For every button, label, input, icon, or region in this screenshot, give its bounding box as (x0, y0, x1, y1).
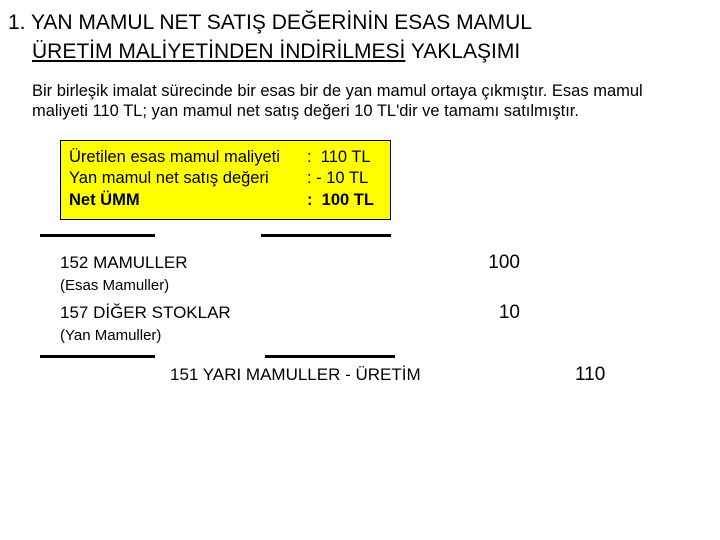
account-151: 151 YARI MAMULLER - ÜRETİM (170, 365, 575, 385)
calculation-box: Üretilen esas mamul maliyeti : 110 TL Ya… (60, 140, 391, 220)
account-157: 157 DİĞER STOKLAR (Yan Mamuller) (60, 302, 450, 345)
divider-rule (261, 234, 391, 237)
divider-rule (40, 355, 155, 358)
heading-rest: YAKLAŞIMI (405, 40, 520, 63)
heading-underlined: ÜRETİM MALİYETİNDEN İNDİRİLMESİ (32, 40, 405, 63)
calc-row: Yan mamul net satış değeri : - 10 TL (69, 168, 374, 189)
ledger-block: 152 MAMULLER (Esas Mamuller) 100 157 DİĞ… (0, 251, 720, 345)
amount-110: 110 (575, 364, 605, 386)
calc-label: Üretilen esas mamul maliyeti (69, 147, 307, 168)
intro-paragraph: Bir birleşik imalat sürecinde bir esas b… (0, 67, 720, 122)
amount-100: 100 (450, 251, 520, 275)
ledger-entry-2: 157 DİĞER STOKLAR (Yan Mamuller) 10 (60, 301, 720, 345)
heading-line-1: 1. YAN MAMUL NET SATIŞ DEĞERİNİN ESAS MA… (0, 8, 720, 37)
amount-10: 10 (450, 301, 520, 325)
divider-pair-2 (40, 355, 720, 358)
calc-row-net: Net ÜMM : 100 TL (69, 190, 374, 211)
account-sub: (Esas Mamuller) (60, 277, 169, 294)
ledger-entry-3: 151 YARI MAMULLER - ÜRETİM 110 (0, 364, 720, 386)
ledger-entry-1: 152 MAMULLER (Esas Mamuller) 100 (60, 251, 720, 295)
divider-rule (40, 234, 155, 237)
divider-rule (265, 355, 395, 358)
heading-line-2: ÜRETİM MALİYETİNDEN İNDİRİLMESİ YAKLAŞIM… (0, 37, 720, 66)
calc-row: Üretilen esas mamul maliyeti : 110 TL (69, 147, 374, 168)
calc-label: Net ÜMM (69, 190, 307, 211)
calc-label: Yan mamul net satış değeri (69, 168, 307, 189)
calc-value: : - 10 TL (307, 168, 368, 189)
calc-value: : 100 TL (307, 190, 374, 211)
account-code: 157 DİĞER STOKLAR (60, 303, 231, 322)
account-sub: (Yan Mamuller) (60, 327, 161, 344)
account-152: 152 MAMULLER (Esas Mamuller) (60, 252, 450, 295)
calc-value: : 110 TL (307, 147, 371, 168)
divider-pair-1 (40, 234, 720, 237)
account-code: 152 MAMULLER (60, 253, 188, 272)
